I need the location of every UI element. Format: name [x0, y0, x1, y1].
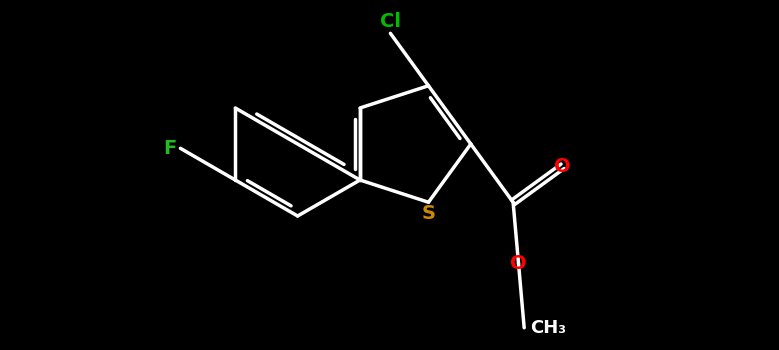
Text: CH₃: CH₃ — [530, 319, 566, 337]
Text: O: O — [510, 254, 527, 273]
Text: S: S — [421, 204, 435, 223]
Text: F: F — [163, 139, 176, 158]
Text: O: O — [555, 157, 571, 176]
Text: Cl: Cl — [380, 12, 401, 32]
